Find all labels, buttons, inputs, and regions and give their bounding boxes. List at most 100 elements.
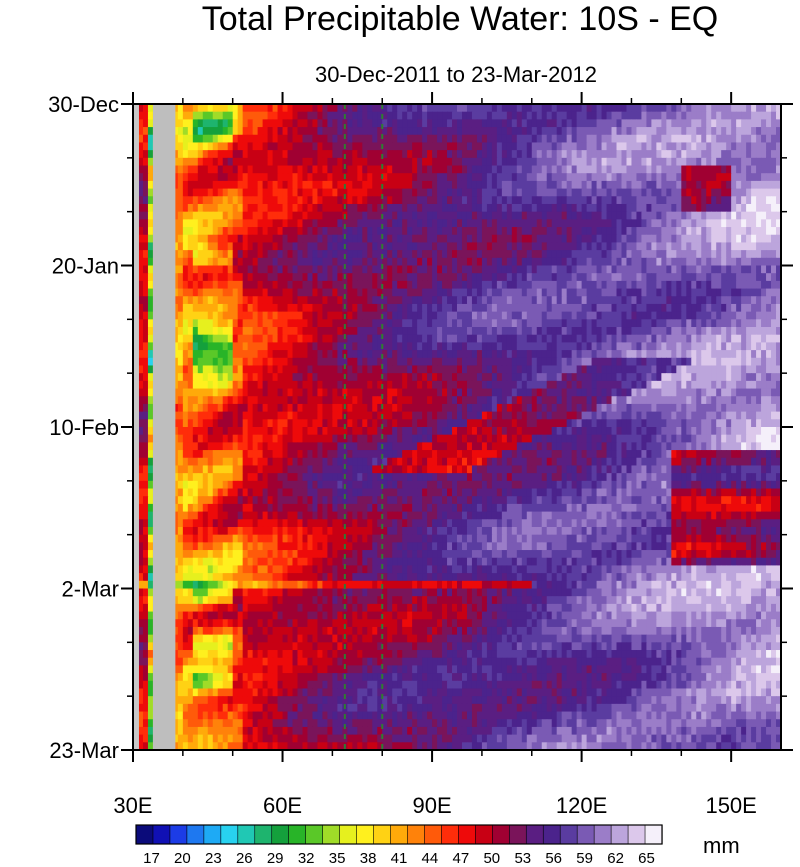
field-cell (222, 319, 229, 328)
field-cell (556, 373, 563, 382)
field-cell (746, 227, 752, 236)
field-cell (596, 111, 603, 120)
field-cell (367, 104, 373, 113)
field-cell (402, 104, 408, 113)
field-cell (671, 127, 677, 136)
field-cell (187, 288, 194, 297)
field-cell (442, 188, 448, 197)
field-cell (262, 396, 269, 405)
field-cell (466, 380, 473, 390)
field-cell (576, 111, 583, 120)
field-cell (367, 273, 373, 282)
field-cell (636, 319, 643, 328)
field-cell (771, 134, 777, 144)
field-cell (771, 188, 777, 197)
field-cell (272, 219, 279, 228)
field-cell (347, 150, 353, 159)
field-cell (586, 234, 593, 244)
field-cell (422, 227, 428, 236)
field-cell (237, 257, 244, 267)
field-cell (506, 350, 513, 359)
field-cell (337, 203, 343, 213)
field-cell (716, 104, 722, 113)
field-cell (721, 211, 727, 220)
field-cell (551, 319, 558, 328)
field-cell (137, 234, 144, 244)
field-cell (357, 319, 363, 328)
field-cell (432, 257, 438, 267)
field-cell (561, 280, 568, 290)
field-cell (731, 173, 737, 182)
field-cell (496, 242, 503, 251)
field-cell (546, 273, 553, 282)
field-cell (312, 303, 319, 313)
field-cell (232, 380, 239, 390)
field-cell (182, 288, 189, 297)
field-cell (402, 127, 408, 136)
field-cell (452, 127, 458, 136)
field-cell (272, 104, 279, 113)
field-cell (696, 227, 702, 236)
field-cell (442, 134, 448, 144)
field-cell (616, 127, 623, 136)
field-cell (481, 196, 488, 205)
field-cell (262, 311, 269, 320)
field-cell (706, 119, 712, 128)
field-cell (731, 319, 737, 328)
field-cell (257, 127, 264, 136)
field-cell (432, 188, 438, 197)
field-cell (571, 127, 578, 136)
chart-title: Total Precipitable Water: 10S - EQ (202, 0, 719, 38)
field-cell (262, 234, 269, 244)
field-cell (422, 342, 428, 351)
field-cell (706, 296, 712, 305)
field-cell (222, 288, 229, 297)
field-cell (666, 227, 672, 236)
field-cell (551, 250, 558, 259)
field-cell (287, 257, 294, 267)
field-cell (192, 365, 199, 374)
field-cell (486, 303, 493, 313)
field-cell (621, 311, 628, 320)
field-cell (337, 165, 343, 174)
field-cell (761, 257, 767, 267)
field-cell (417, 327, 423, 336)
field-cell (556, 319, 563, 328)
field-cell (566, 257, 573, 267)
field-cell (496, 265, 503, 274)
field-cell (521, 342, 528, 351)
field-cell (726, 380, 732, 390)
field-cell (267, 296, 274, 305)
field-cell (172, 273, 179, 282)
field-cell (382, 357, 388, 367)
field-cell (337, 319, 343, 328)
field-cell (277, 111, 284, 120)
field-cell (706, 173, 712, 182)
field-cell (711, 234, 717, 244)
field-cell (287, 303, 294, 313)
field-cell (387, 365, 393, 374)
field-cell (287, 180, 294, 190)
field-cell (481, 134, 488, 144)
field-cell (297, 257, 304, 267)
field-cell (526, 350, 533, 359)
field-cell (691, 280, 697, 290)
field-cell (287, 311, 294, 320)
field-cell (656, 142, 662, 151)
field-cell (496, 196, 503, 205)
field-cell (307, 119, 314, 128)
field-cell (731, 303, 737, 313)
field-cell (292, 165, 299, 174)
field-cell (606, 311, 613, 320)
field-cell (581, 380, 588, 390)
field-cell (182, 219, 189, 228)
field-cell (626, 227, 633, 236)
field-cell (691, 296, 697, 305)
field-cell (711, 203, 717, 213)
field-cell (217, 119, 224, 128)
field-cell (387, 380, 393, 390)
field-cell (716, 188, 722, 197)
field-cell (277, 227, 284, 236)
field-cell (362, 203, 368, 213)
field-cell (621, 134, 628, 144)
